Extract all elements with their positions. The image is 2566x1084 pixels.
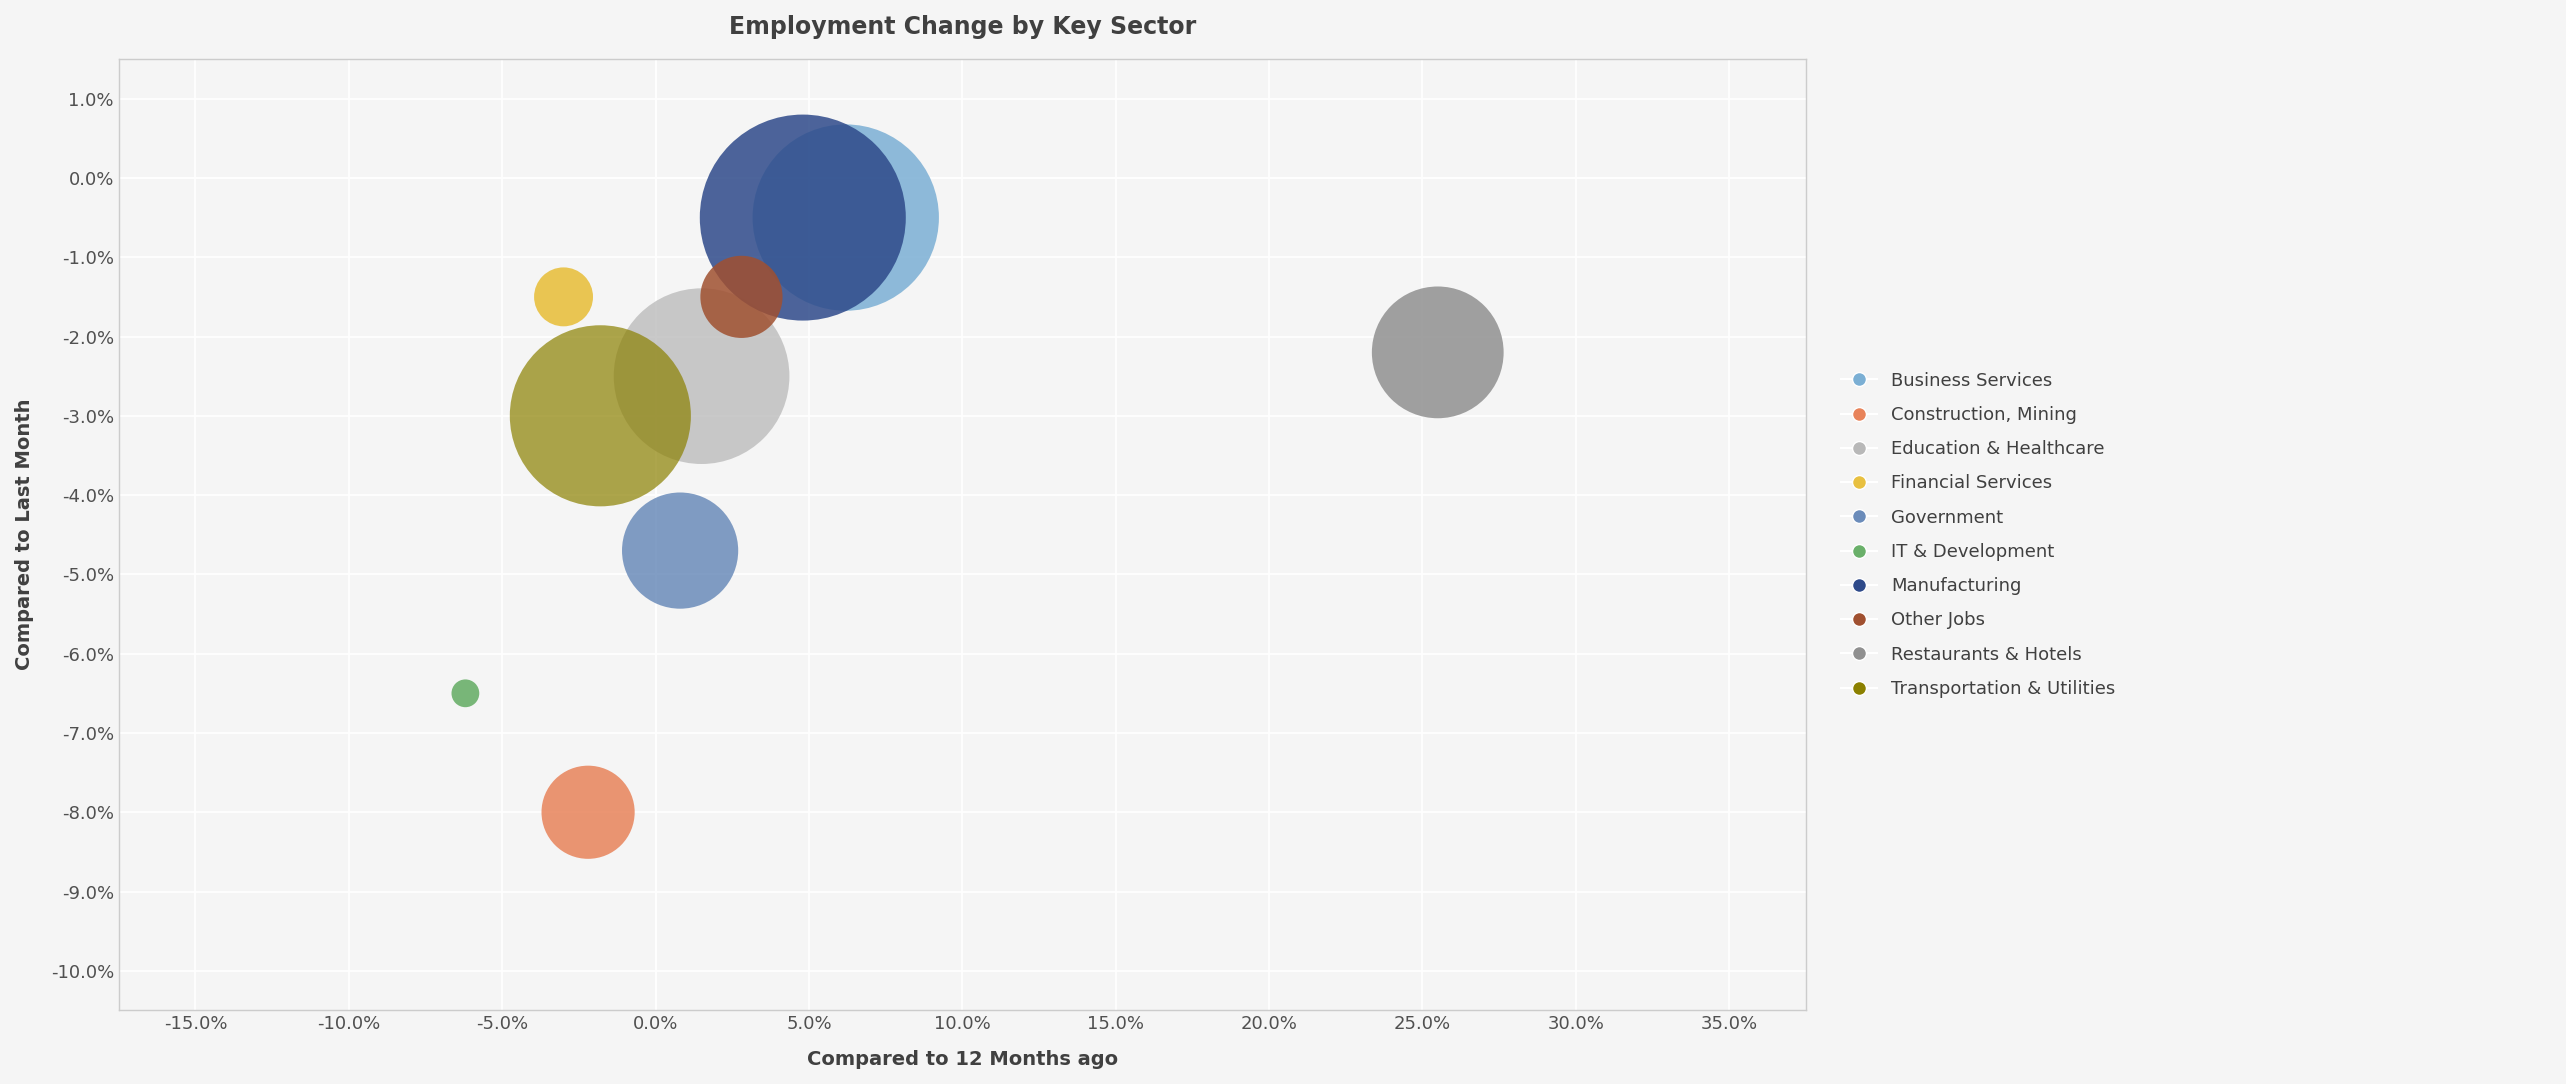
Point <box>567 803 608 821</box>
Legend: Business Services, Construction, Mining, Education & Healthcare, Financial Servi: Business Services, Construction, Mining,… <box>1832 362 2125 707</box>
Point <box>444 685 485 702</box>
Point <box>659 542 701 559</box>
Point <box>721 288 762 306</box>
Point <box>783 209 824 227</box>
Point <box>1416 344 1457 361</box>
Point <box>826 209 867 227</box>
X-axis label: Compared to 12 Months ago: Compared to 12 Months ago <box>806 1050 1119 1069</box>
Point <box>580 408 621 425</box>
Y-axis label: Compared to Last Month: Compared to Last Month <box>15 399 33 671</box>
Title: Employment Change by Key Sector: Employment Change by Key Sector <box>729 15 1196 39</box>
Point <box>680 367 721 385</box>
Point <box>544 288 585 306</box>
